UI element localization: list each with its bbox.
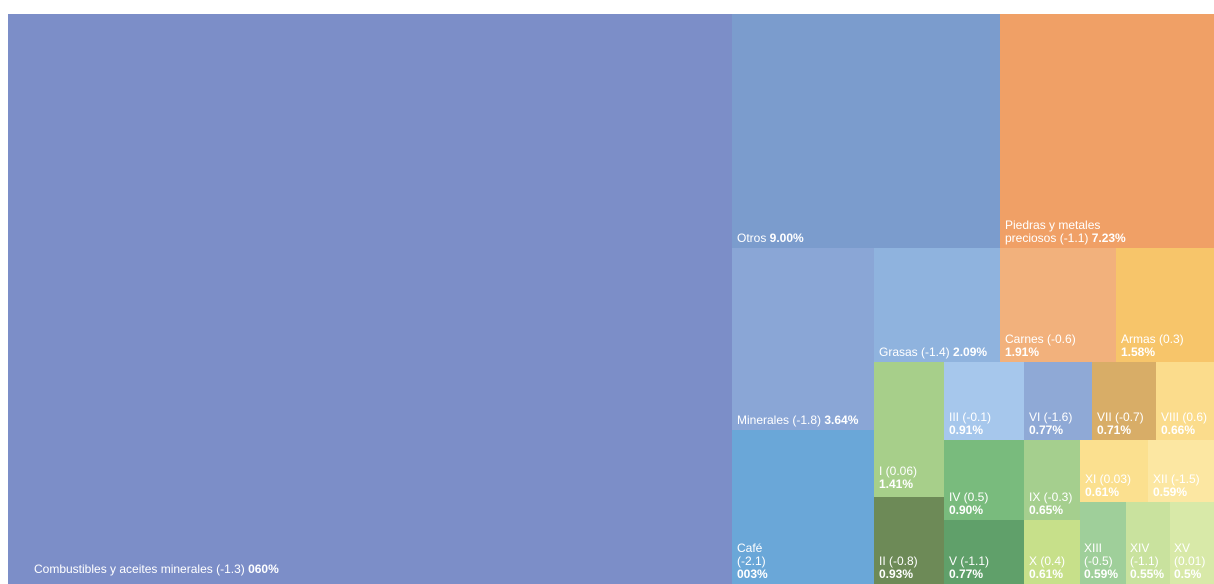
cell-XV: XV (0.01) 0.5%	[1170, 502, 1214, 584]
label-X: X (0.4)	[1029, 554, 1066, 568]
cell-IV: IV (0.5) 0.90%	[944, 440, 1024, 520]
value-cafe: 003%	[737, 567, 768, 581]
label-VIII: VIII (0.6)	[1161, 410, 1208, 424]
label-combustibles: Combustibles y aceites minerales (-1.3)	[34, 562, 249, 576]
value-IX: 0.65%	[1029, 503, 1064, 517]
label-VI: VI (-1.6)	[1029, 410, 1073, 424]
label-grasas: Grasas (-1.4)	[879, 345, 954, 359]
value-XII: 0.59%	[1153, 485, 1188, 499]
cell-piedras: Piedras y metales preciosos (-1.1) 7.23%	[1000, 14, 1214, 248]
label-II: II (-0.8)	[879, 554, 918, 568]
label-I: I (0.06)	[879, 464, 918, 478]
cell-II: II (-0.8) 0.93%	[874, 497, 944, 584]
value-VI: 0.77%	[1029, 423, 1064, 437]
label-otros: Otros	[737, 231, 770, 245]
value-XV: 0.5%	[1174, 567, 1202, 581]
value-piedras: 7.23%	[1091, 231, 1126, 245]
label-XIV: XIV (-1.1)	[1130, 541, 1159, 568]
label-XII: XII (-1.5)	[1153, 472, 1200, 486]
cell-minerales: Minerales (-1.8) 3.64%	[732, 248, 874, 430]
cell-XIV: XIV (-1.1) 0.55%	[1126, 502, 1170, 584]
value-V: 0.77%	[949, 567, 984, 581]
value-III: 0.91%	[949, 423, 984, 437]
value-otros: 9.00%	[769, 231, 804, 245]
value-VIII: 0.66%	[1161, 423, 1196, 437]
label-XV: XV (0.01)	[1174, 541, 1206, 568]
cell-otros: Otros 9.00%	[732, 14, 1000, 248]
label-piedras: Piedras y metales preciosos (-1.1)	[1005, 218, 1101, 245]
value-combustibles: 060%	[248, 562, 279, 576]
value-XIV: 0.55%	[1130, 567, 1165, 581]
cell-X: X (0.4) 0.61%	[1024, 520, 1080, 584]
value-grasas: 2.09%	[953, 345, 988, 359]
value-II: 0.93%	[879, 567, 914, 581]
cell-I: I (0.06) 1.41%	[874, 362, 944, 497]
cell-combustibles: Combustibles y aceites minerales (-1.3) …	[8, 14, 732, 584]
cell-armas: Armas (0.3) 1.58%	[1116, 248, 1214, 362]
value-XIII: 0.59%	[1084, 567, 1119, 581]
cell-IX: IX (-0.3) 0.65%	[1024, 440, 1080, 520]
cell-V: V (-1.1) 0.77%	[944, 520, 1024, 584]
cell-VII: VII (-0.7) 0.71%	[1092, 362, 1156, 440]
label-XIII: XIII (-0.5)	[1084, 541, 1113, 568]
cell-VIII: VIII (0.6) 0.66%	[1156, 362, 1214, 440]
label-XI: XI (0.03)	[1085, 472, 1132, 486]
label-IX: IX (-0.3)	[1029, 490, 1073, 504]
value-XI: 0.61%	[1085, 485, 1120, 499]
label-carnes: Carnes (-0.6)	[1005, 332, 1076, 346]
cell-VI: VI (-1.6) 0.77%	[1024, 362, 1092, 440]
cell-XII: XII (-1.5) 0.59%	[1148, 440, 1214, 502]
label-armas: Armas (0.3)	[1121, 332, 1184, 346]
cell-carnes: Carnes (-0.6) 1.91%	[1000, 248, 1116, 362]
value-IV: 0.90%	[949, 503, 984, 517]
value-armas: 1.58%	[1121, 345, 1156, 359]
cell-XI: XI (0.03) 0.61%	[1080, 440, 1148, 502]
label-IV: IV (0.5)	[949, 490, 989, 504]
value-minerales: 3.64%	[824, 413, 859, 427]
label-V: V (-1.1)	[949, 554, 990, 568]
cell-XIII: XIII (-0.5) 0.59%	[1080, 502, 1126, 584]
value-I: 1.41%	[879, 477, 914, 491]
label-VII: VII (-0.7)	[1097, 410, 1144, 424]
cell-III: III (-0.1) 0.91%	[944, 362, 1024, 440]
value-X: 0.61%	[1029, 567, 1064, 581]
value-VII: 0.71%	[1097, 423, 1132, 437]
label-cafe: Café (-2.1)	[737, 541, 766, 568]
label-III: III (-0.1)	[949, 410, 992, 424]
cell-cafe: Café (-2.1) 003%	[732, 430, 874, 584]
value-carnes: 1.91%	[1005, 345, 1040, 359]
label-minerales: Minerales (-1.8)	[737, 413, 825, 427]
cell-grasas: Grasas (-1.4) 2.09%	[874, 248, 1000, 362]
